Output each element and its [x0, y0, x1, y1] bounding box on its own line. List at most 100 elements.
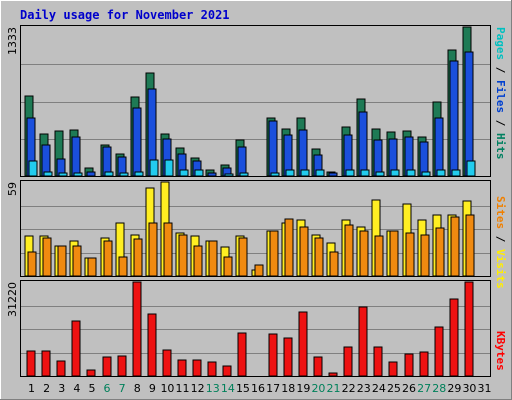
x-tick-day-9: 9 — [149, 382, 156, 395]
kbytes-bar-kbytes-day-3 — [56, 360, 66, 377]
hits-bar-files-day-15 — [237, 146, 247, 177]
kbytes-bar-kbytes-day-5 — [86, 369, 96, 377]
hits-side-legend: Pages / Files / Hits — [494, 27, 507, 160]
hits-bar-files-day-29 — [449, 60, 459, 177]
kbytes-bar-kbytes-day-8 — [132, 281, 142, 377]
visits-bar-sites-day-11 — [178, 234, 188, 277]
kbytes-ymax-label: 31220 — [6, 282, 19, 317]
visits-bar-sites-day-13 — [208, 240, 218, 277]
legend-kbytes: KBytes — [494, 331, 507, 371]
x-tick-day-23: 23 — [357, 382, 371, 395]
hits-bar-pages-day-19 — [300, 169, 310, 177]
visits-bar-sites-day-19 — [299, 226, 309, 277]
visits-bar-sites-day-14 — [223, 256, 233, 277]
visits-bar-sites-day-6 — [103, 240, 113, 277]
hits-bar-pages-day-7 — [119, 172, 129, 177]
x-tick-day-8: 8 — [134, 382, 141, 395]
x-tick-day-15: 15 — [236, 382, 250, 395]
x-tick-day-3: 3 — [58, 382, 65, 395]
hits-bar-pages-day-23 — [360, 169, 370, 177]
kbytes-bar-kbytes-day-26 — [404, 353, 414, 377]
x-tick-day-20: 20 — [311, 382, 325, 395]
hits-bar-files-day-13 — [207, 172, 217, 177]
kbytes-bar-kbytes-day-7 — [117, 355, 127, 377]
visits-bar-sites-day-3 — [57, 245, 67, 277]
kbytes-bar-kbytes-day-10 — [162, 349, 172, 377]
hits-bar-pages-day-14 — [224, 173, 234, 177]
x-tick-day-4: 4 — [73, 382, 80, 395]
hits-bar-pages-day-3 — [58, 172, 68, 177]
x-tick-day-16: 16 — [251, 382, 265, 395]
x-tick-day-12: 12 — [191, 382, 205, 395]
visits-bar-sites-day-26 — [405, 232, 415, 277]
hits-bar-pages-day-11 — [179, 169, 189, 177]
visits-bar-sites-day-4 — [72, 245, 82, 277]
hits-bar-pages-day-26 — [406, 169, 416, 177]
x-tick-day-27: 27 — [417, 382, 431, 395]
visits-bar-sites-day-28 — [435, 227, 445, 277]
kbytes-bar-kbytes-day-15 — [237, 332, 247, 377]
x-tick-day-21: 21 — [327, 382, 341, 395]
hits-bar-pages-day-10 — [164, 159, 174, 177]
kbytes-bar-kbytes-day-27 — [419, 351, 429, 377]
kbytes-bar-kbytes-day-2 — [41, 350, 51, 377]
hits-bar-pages-day-18 — [285, 169, 295, 177]
hits-bar-pages-day-1 — [28, 160, 38, 177]
hits-bar-pages-day-9 — [149, 159, 159, 177]
kbytes-bar-kbytes-day-14 — [222, 365, 232, 377]
x-tick-day-6: 6 — [104, 382, 111, 395]
legend-sep-3: / — [494, 229, 507, 249]
kbytes-bar-kbytes-day-17 — [268, 333, 278, 377]
hits-ymax-label: 1333 — [6, 27, 19, 55]
visits-bar-sites-day-9 — [148, 222, 158, 277]
x-tick-day-29: 29 — [447, 382, 461, 395]
hits-bar-pages-day-8 — [134, 171, 144, 177]
legend-sep-2: / — [494, 113, 507, 133]
x-tick-day-24: 24 — [372, 382, 386, 395]
hits-bar-files-day-27 — [419, 141, 429, 177]
visits-bar-sites-day-23 — [359, 230, 369, 277]
visits-bar-sites-day-24 — [374, 235, 384, 277]
hits-bar-pages-day-12 — [194, 169, 204, 177]
visits-bar-sites-day-8 — [133, 238, 143, 277]
hits-bar-files-day-4 — [71, 136, 81, 177]
hits-bar-pages-day-25 — [390, 169, 400, 177]
kbytes-side-legend: KBytes — [494, 331, 507, 371]
legend-visits: Visits — [494, 249, 507, 289]
x-tick-day-7: 7 — [119, 382, 126, 395]
visits-bar-sites-day-12 — [193, 245, 203, 277]
kbytes-bar-kbytes-day-13 — [207, 361, 217, 377]
visits-bar-sites-day-16 — [254, 264, 264, 277]
visits-bar-sites-day-5 — [87, 257, 97, 277]
kbytes-bar-kbytes-day-11 — [177, 359, 187, 377]
hits-bar-pages-day-4 — [73, 172, 83, 177]
chart-title: Daily usage for November 2021 — [20, 8, 230, 22]
visits-ymax-label: 59 — [6, 182, 19, 196]
x-tick-day-1: 1 — [28, 382, 35, 395]
kbytes-bar-kbytes-day-22 — [343, 346, 353, 377]
hits-bar-pages-day-15 — [239, 172, 249, 177]
x-tick-day-31: 31 — [478, 382, 492, 395]
legend-hits: Hits — [494, 133, 507, 160]
kbytes-bar-kbytes-day-9 — [147, 313, 157, 377]
hits-bar-files-day-24 — [373, 139, 383, 177]
x-tick-day-26: 26 — [402, 382, 416, 395]
visits-side-legend: Sites / Visits — [494, 196, 507, 289]
kbytes-bar-kbytes-day-6 — [102, 356, 112, 377]
x-tick-day-5: 5 — [88, 382, 95, 395]
x-axis-ticks: 1 2 3 4 5 6 7 8 9 10 11 12 13 14 15 16 17 18 19 20 21 22 23 24 2… — [28, 382, 492, 395]
hits-bar-pages-day-22 — [345, 169, 355, 177]
hits-bar-pages-day-6 — [104, 171, 114, 177]
hits-bar-pages-day-30 — [466, 160, 476, 177]
x-tick-day-19: 19 — [296, 382, 310, 395]
hits-bar-files-day-23 — [358, 111, 368, 177]
hits-bar-pages-day-29 — [451, 169, 461, 177]
legend-sites: Sites — [494, 196, 507, 229]
kbytes-bar-kbytes-day-18 — [283, 337, 293, 377]
visits-bar-sites-day-27 — [420, 234, 430, 277]
x-tick-day-14: 14 — [221, 382, 235, 395]
hits-bar-pages-day-17 — [270, 172, 280, 177]
hits-bar-pages-day-2 — [43, 171, 53, 177]
kbytes-bar-kbytes-day-12 — [192, 359, 202, 377]
x-tick-day-22: 22 — [342, 382, 356, 395]
